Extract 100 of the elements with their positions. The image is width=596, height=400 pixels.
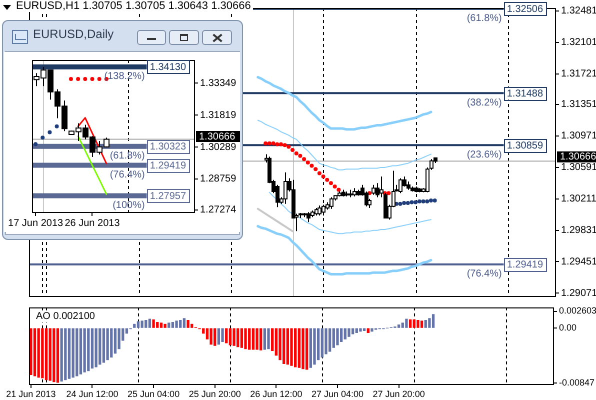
bar [324,328,328,354]
x-tick-label: 27 Jun 20:00 [372,388,425,399]
y-tick-label: 0.00 [559,322,577,333]
point [267,141,272,146]
bar [214,328,216,346]
bar [175,320,178,328]
bar [366,328,370,333]
bar [278,328,282,360]
annotation: (23.6%) [466,149,502,160]
x-tick-label: 26 Jun 12:00 [250,388,302,399]
point [425,199,430,204]
bar [344,328,346,340]
bar [359,328,362,332]
y-tick-label: 1.28759 [200,174,237,185]
bar [412,319,416,328]
bar [118,328,120,350]
bar [256,328,258,350]
y-tick-label: 1.33349 [200,78,237,89]
bar [72,328,74,378]
ref-line-label: 1.30323 [150,142,186,153]
bar [136,321,140,328]
point [294,151,298,156]
bar [160,322,163,328]
bar [416,320,420,328]
bar [248,328,251,350]
bar [52,328,56,382]
x-tick-label: 24 Jun 12:00 [66,388,118,399]
point [332,184,337,188]
point [34,142,38,146]
y-tick-label: 1.30289 [200,142,237,153]
bar [240,328,244,348]
point [286,144,291,149]
point [97,76,102,81]
point [54,124,59,128]
bar [405,318,408,328]
bar [56,328,60,383]
bar [302,328,304,370]
point [398,202,402,206]
bar [286,328,289,365]
bar [332,328,335,348]
point [278,142,283,146]
bar [190,324,194,328]
point [68,76,73,81]
bar [152,319,155,328]
y-tick-label: 1.30211 [561,194,596,205]
bar [236,328,240,348]
bar [328,328,332,352]
bar [271,328,274,352]
point [306,160,310,164]
bar [98,328,102,365]
bar [340,328,343,342]
bar [110,328,113,358]
bar [313,328,316,365]
bar [148,318,152,328]
bar [228,328,232,346]
bar [298,328,300,368]
bar [144,320,148,328]
bar [37,328,40,378]
bar [83,328,86,372]
annotation: (61.8%) [110,150,145,162]
annotation: (76.4%) [466,268,502,280]
bar [401,322,404,328]
point [310,164,314,168]
point [328,181,333,186]
bar [320,328,324,358]
bar [408,319,412,328]
bar [76,328,78,376]
bar [252,328,255,350]
point [410,200,414,204]
point [317,171,322,176]
ref-line-label: 1.29419 [506,260,544,271]
bar [244,328,247,350]
point [90,76,94,81]
point [298,154,302,158]
y-tick-label: 1.31819 [200,110,237,121]
bar [232,328,236,346]
bar [48,328,52,381]
point [282,143,287,148]
point [314,167,318,172]
bar [94,328,98,368]
bar [336,328,339,346]
chart-title: AO 0.002100 [34,311,97,322]
point [414,200,418,204]
bar [290,328,293,366]
point [83,76,88,81]
point [40,136,45,140]
ref-line-label: 1.30859 [506,140,544,152]
y-tick-label: 0.002603 [559,306,596,316]
bar [217,328,220,345]
ref-line-label: 1.30666 [199,131,236,142]
x-tick-label: 25 Jun 20:00 [188,388,241,399]
bar [370,328,374,332]
bar [306,328,308,370]
ref-line-label: 1.32506 [506,4,544,16]
bar [182,318,186,328]
bar [179,320,182,328]
point [417,199,422,204]
ref-line-label: 1.27957 [150,190,186,202]
bar [171,322,174,328]
bar [90,328,94,369]
